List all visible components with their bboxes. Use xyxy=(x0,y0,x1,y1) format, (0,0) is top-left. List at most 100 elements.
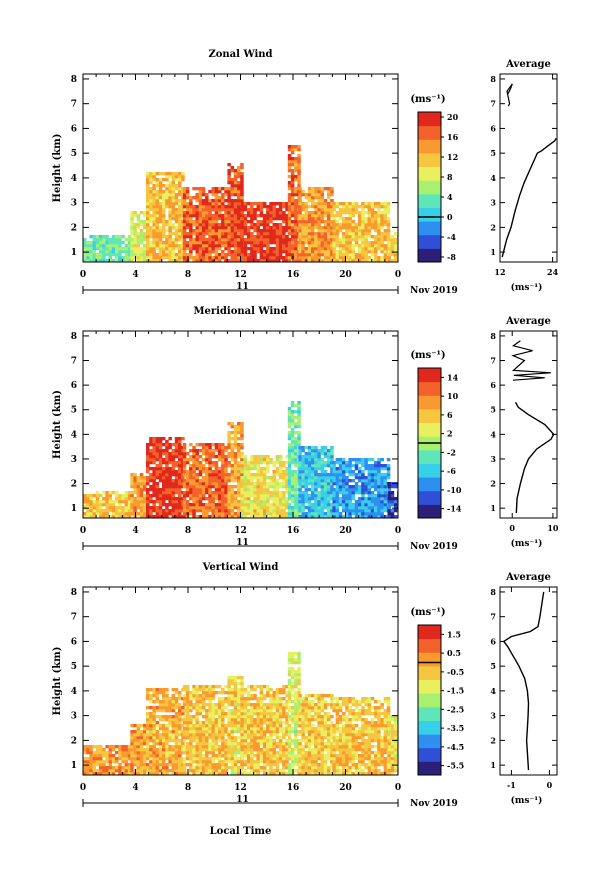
heatmap-cell xyxy=(275,247,280,251)
heatmap-cell xyxy=(205,718,209,722)
heatmap-cell xyxy=(130,250,134,254)
heatmap-cell xyxy=(320,497,325,501)
heatmap-cell xyxy=(294,190,298,194)
heatmap-cell xyxy=(208,467,212,471)
heatmap-cell xyxy=(348,479,352,483)
heatmap-cell xyxy=(201,208,206,212)
heatmap-cell xyxy=(221,241,225,245)
heatmap-cell xyxy=(230,211,235,215)
heatmap-cell xyxy=(195,232,199,236)
heatmap-cell xyxy=(162,766,166,770)
heatmap-cell xyxy=(285,235,289,239)
heatmap-cell xyxy=(149,715,153,719)
y-tick-label: 3 xyxy=(71,455,77,465)
heatmap-cell xyxy=(89,748,93,752)
heatmap-cell xyxy=(246,211,251,215)
heatmap-cell xyxy=(272,208,276,212)
heatmap-cell xyxy=(317,455,321,459)
heatmap-cell xyxy=(317,217,321,221)
heatmap-cell xyxy=(323,205,328,209)
heatmap-cell xyxy=(115,500,119,504)
heatmap-cell xyxy=(256,500,260,504)
profile-y-tick-label: 5 xyxy=(490,148,496,158)
heatmap-cell xyxy=(99,757,103,761)
heatmap-cell xyxy=(208,500,212,504)
heatmap-cell xyxy=(201,250,206,254)
heatmap-cell xyxy=(262,458,267,462)
heatmap-cell xyxy=(171,217,176,221)
heatmap-cell xyxy=(287,503,292,507)
heatmap-cell xyxy=(287,446,292,450)
heatmap-cell xyxy=(230,443,235,447)
heatmap-cell xyxy=(155,214,160,218)
heatmap-cell xyxy=(143,488,147,492)
heatmap-cell xyxy=(269,503,273,507)
heatmap-cell xyxy=(304,458,309,462)
heatmap-cell xyxy=(370,512,375,516)
heatmap-cell xyxy=(171,769,176,773)
heatmap-cell xyxy=(146,497,150,501)
heatmap-cell xyxy=(143,772,147,775)
heatmap-cell xyxy=(246,202,251,206)
heatmap-cell xyxy=(335,205,340,209)
heatmap-cell xyxy=(133,730,137,734)
heatmap-cell xyxy=(214,214,219,218)
heatmap-cell xyxy=(130,238,134,242)
heatmap-cell xyxy=(290,187,295,191)
heatmap-cell xyxy=(92,247,97,251)
heatmap-cell xyxy=(304,479,309,483)
heatmap-cell xyxy=(95,503,100,507)
heatmap-cell xyxy=(211,223,215,227)
heatmap-cell xyxy=(162,497,166,501)
heatmap-cell xyxy=(290,253,295,257)
heatmap-cell xyxy=(327,509,331,513)
heatmap-cell xyxy=(332,488,336,492)
heatmap-cell xyxy=(233,205,238,209)
heatmap-cell xyxy=(285,253,289,257)
heatmap-cell xyxy=(195,244,199,248)
heatmap-cell xyxy=(152,739,156,743)
heatmap-cell xyxy=(152,256,156,260)
heatmap-cell xyxy=(221,205,225,209)
heatmap-cell xyxy=(256,473,260,477)
heatmap-cell xyxy=(272,509,276,513)
heatmap-cell xyxy=(298,488,302,492)
heatmap-cell xyxy=(136,503,141,507)
heatmap-cell xyxy=(253,259,257,262)
heatmap-cell xyxy=(178,458,182,462)
heatmap-cell xyxy=(287,211,292,215)
heatmap-cell xyxy=(370,253,375,257)
heatmap-cell xyxy=(155,766,160,770)
heatmap-cell xyxy=(278,491,283,495)
heatmap-cell xyxy=(162,706,166,710)
colorbar-tick-label: 14 xyxy=(447,372,459,382)
heatmap-cell xyxy=(269,232,273,236)
heatmap-cell xyxy=(118,497,122,501)
heatmap-cell xyxy=(262,223,267,227)
heatmap-cell xyxy=(149,452,153,456)
heatmap-cell xyxy=(298,455,302,459)
heatmap-cell xyxy=(237,509,241,513)
heatmap-cell xyxy=(198,220,203,224)
heatmap-cell xyxy=(182,503,187,507)
heatmap-cell xyxy=(195,715,199,719)
heatmap-cell xyxy=(307,458,312,462)
heatmap-cell xyxy=(327,491,331,495)
heatmap-cell xyxy=(146,181,150,185)
heatmap-cell xyxy=(208,446,212,450)
heatmap-cell xyxy=(158,766,163,770)
heatmap-cell xyxy=(83,748,87,752)
heatmap-cell xyxy=(171,226,176,230)
heatmap-cell xyxy=(146,461,150,465)
heatmap-cell xyxy=(89,751,93,755)
heatmap-cell xyxy=(294,455,298,459)
heatmap-cell xyxy=(287,163,292,167)
heatmap-cell xyxy=(290,446,295,450)
heatmap-cell xyxy=(335,202,340,206)
colorbar-swatch xyxy=(418,408,441,424)
heatmap-cell xyxy=(174,187,179,191)
heatmap-cell xyxy=(297,431,301,435)
heatmap-cell xyxy=(205,745,209,749)
heatmap-cell xyxy=(323,515,328,518)
heatmap-cell xyxy=(314,482,318,486)
